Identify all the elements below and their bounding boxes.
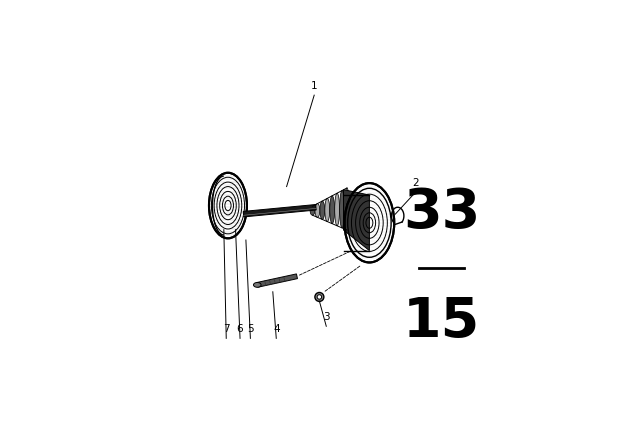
Ellipse shape <box>253 283 261 287</box>
Circle shape <box>317 295 322 299</box>
Circle shape <box>315 293 324 302</box>
Text: 6: 6 <box>237 324 243 334</box>
Text: 1: 1 <box>311 81 317 91</box>
Ellipse shape <box>344 183 394 263</box>
Ellipse shape <box>325 198 330 222</box>
Polygon shape <box>243 205 316 217</box>
Polygon shape <box>257 274 298 287</box>
Ellipse shape <box>209 173 247 238</box>
Polygon shape <box>344 190 369 250</box>
Ellipse shape <box>330 196 335 224</box>
Text: 5: 5 <box>247 324 253 334</box>
Text: 33: 33 <box>403 186 481 240</box>
Ellipse shape <box>335 193 339 226</box>
Ellipse shape <box>315 204 320 217</box>
Text: 7: 7 <box>223 324 230 334</box>
Ellipse shape <box>340 190 344 228</box>
Text: 3: 3 <box>323 312 330 322</box>
Text: 15: 15 <box>403 295 481 349</box>
Ellipse shape <box>310 206 315 215</box>
Text: 2: 2 <box>413 177 419 188</box>
Ellipse shape <box>344 188 349 230</box>
Ellipse shape <box>320 201 324 220</box>
Text: 4: 4 <box>273 324 280 334</box>
